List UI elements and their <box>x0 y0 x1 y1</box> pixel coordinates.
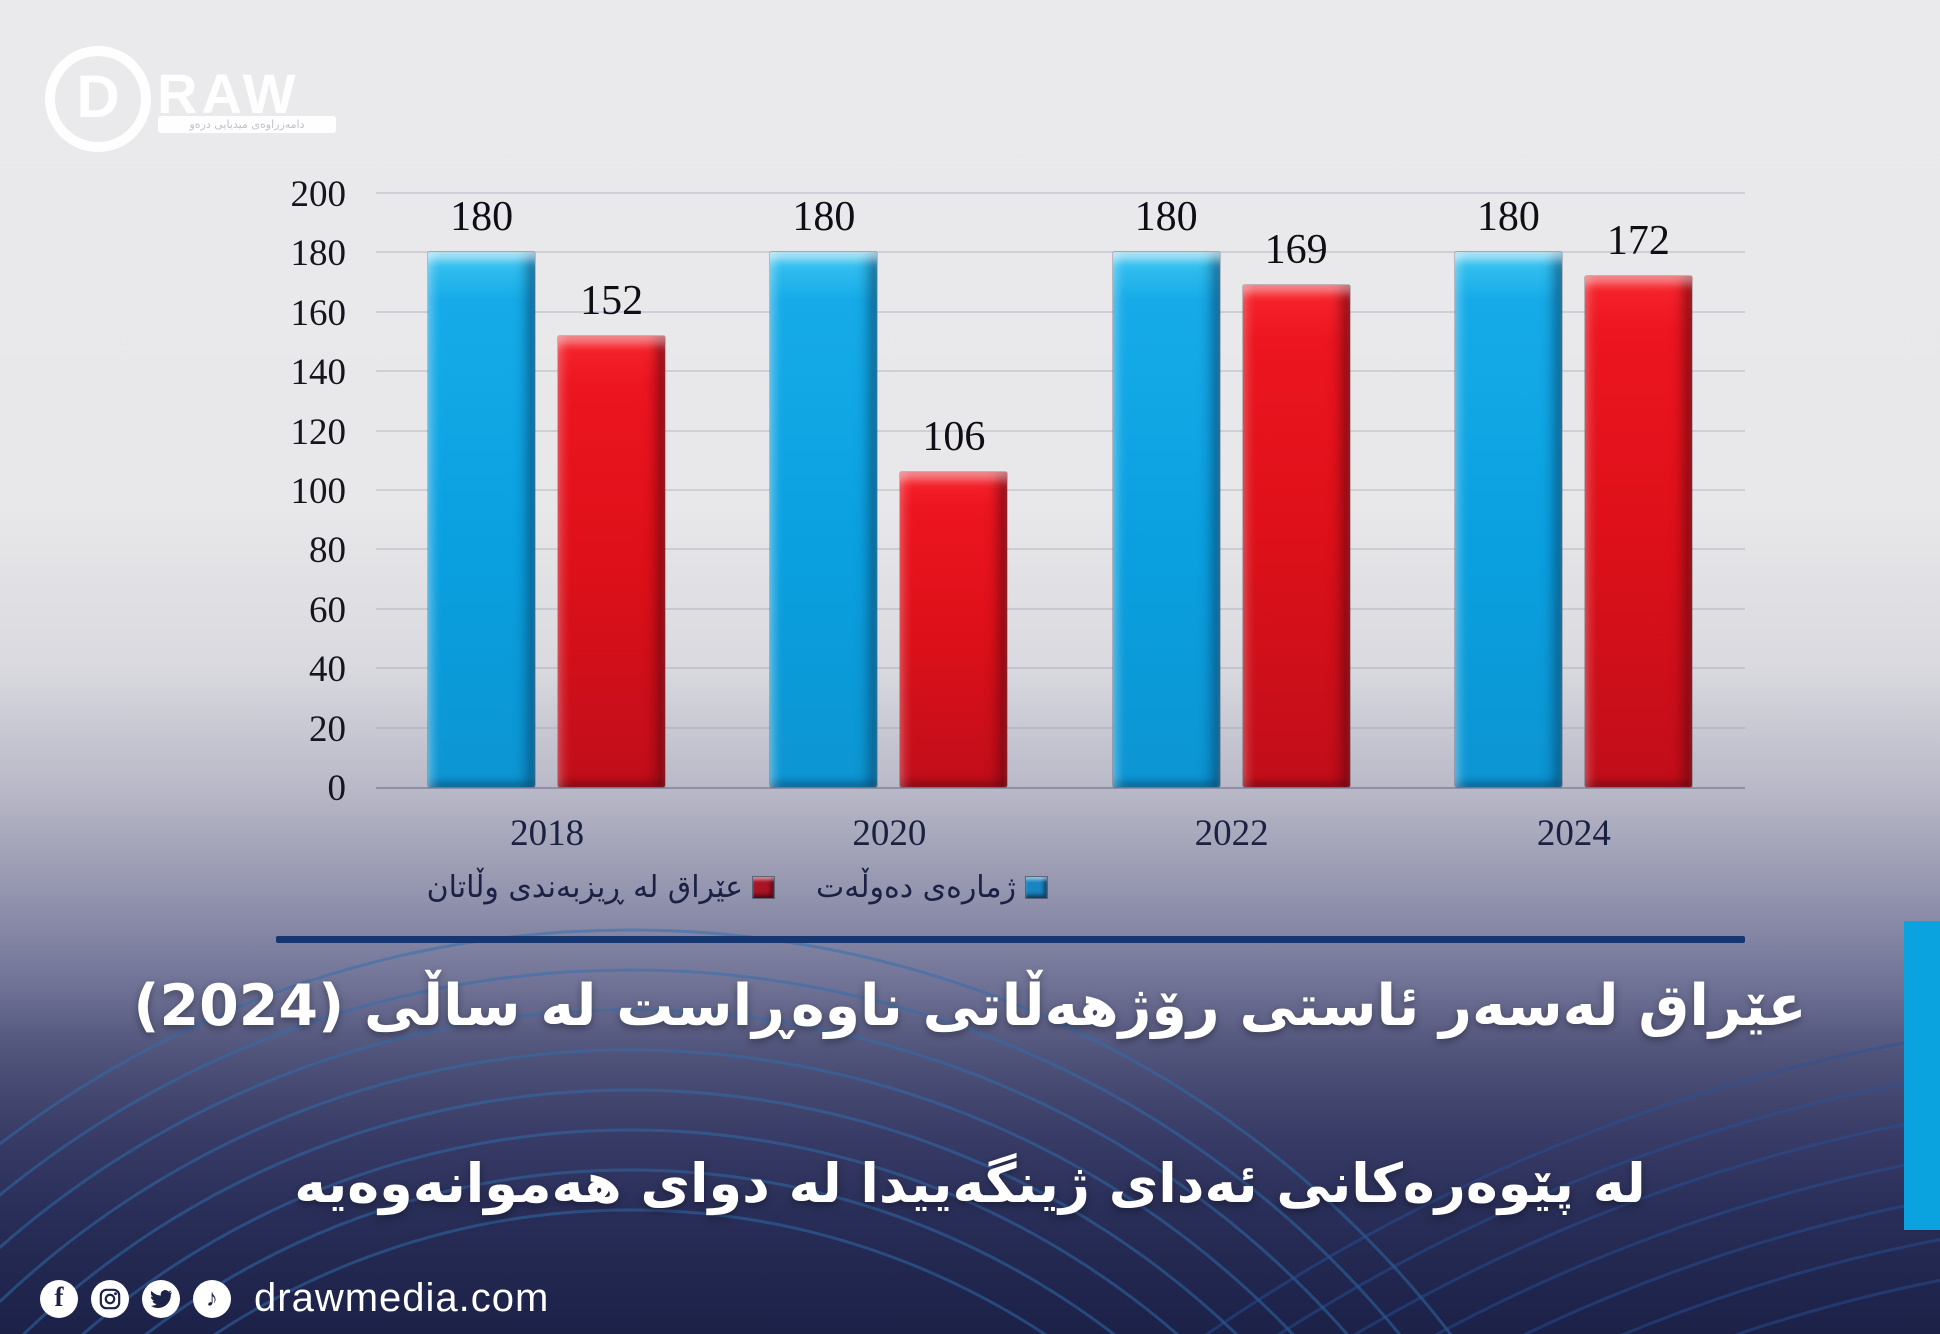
legend-swatch-icon <box>1026 877 1047 898</box>
x-axis-category-label: 2022 <box>1194 813 1269 854</box>
gridline <box>376 310 1745 313</box>
y-axis-tick-label: 180 <box>290 233 347 275</box>
gridline <box>376 667 1745 670</box>
y-axis-tick-label: 20 <box>309 708 346 750</box>
bar-value-label: 169 <box>1264 227 1328 274</box>
headline-line2: لە پێوەرەکانی ئەدای ژینگەییدا لە دوای هە… <box>294 1152 1646 1215</box>
bar-value-label: 180 <box>792 194 856 241</box>
red-bar-2020 <box>900 472 1008 787</box>
gridline <box>376 370 1745 373</box>
blue-bar-2022 <box>1112 252 1220 787</box>
red-bar-2024 <box>1584 276 1692 787</box>
tiktok-icon[interactable]: ♪ <box>193 1279 231 1318</box>
logo-tagline: دامەزراوەی میدیایی درەو <box>158 116 336 133</box>
logo-letter-d: D <box>76 63 120 130</box>
red-bar-2022 <box>1242 285 1350 787</box>
website-url[interactable]: drawmedia.com <box>254 1276 550 1320</box>
headline-line1: عێراق لەسەر ئاستی رۆژهەڵاتی ناوەڕاست لە … <box>133 973 1807 1039</box>
twitter-icon[interactable] <box>142 1279 180 1318</box>
draw-media-logo: D RAW دامەزراوەی میدیایی درەو <box>45 38 345 163</box>
gridline <box>376 607 1745 610</box>
instagram-icon[interactable] <box>91 1279 129 1318</box>
gridline <box>376 429 1745 432</box>
logo-circle-icon: D <box>45 46 151 152</box>
x-axis-category-label: 2024 <box>1536 813 1611 854</box>
x-axis-category-label: 2020 <box>852 813 927 854</box>
divider-line <box>276 936 1745 943</box>
legend-label: عێراق لە ڕیزبەندی وڵاتان <box>426 870 744 905</box>
gridline <box>376 726 1745 729</box>
y-axis-tick-label: 100 <box>290 471 347 512</box>
y-axis-tick-label: 0 <box>327 768 347 809</box>
legend-item-red: عێراق لە ڕیزبەندی وڵاتان <box>426 870 775 905</box>
gridline <box>376 548 1745 551</box>
legend-item-blue: ژمارەی دەوڵەت <box>816 870 1047 905</box>
blue-bar-2018 <box>428 252 536 787</box>
y-axis-tick-label: 60 <box>309 589 346 631</box>
y-axis-tick-label: 140 <box>290 352 347 394</box>
footer-bar: f ♪ drawmedia.com <box>40 1276 549 1321</box>
y-axis-tick-label: 160 <box>290 292 347 334</box>
bar-value-label: 180 <box>450 194 514 241</box>
x-axis-line <box>376 787 1745 789</box>
facebook-icon[interactable]: f <box>40 1279 78 1318</box>
blue-bar-2020 <box>770 252 878 787</box>
bar-value-label: 172 <box>1606 218 1670 265</box>
gridline <box>376 192 1745 194</box>
gridline <box>376 489 1745 491</box>
legend-label: ژمارەی دەوڵەت <box>816 870 1016 905</box>
y-axis-tick-label: 120 <box>290 411 347 453</box>
gridline <box>376 251 1745 254</box>
bar-value-label: 152 <box>580 277 644 324</box>
legend-swatch-icon <box>753 877 775 898</box>
red-bar-2018 <box>558 335 666 787</box>
y-axis-tick-label: 40 <box>309 649 346 691</box>
y-axis-tick-label: 200 <box>290 174 347 215</box>
bar-value-label: 180 <box>1134 194 1198 241</box>
x-axis-category-label: 2018 <box>510 813 585 854</box>
blue-bar-2024 <box>1454 252 1562 787</box>
bar-value-label: 106 <box>922 414 986 461</box>
y-axis-tick-label: 80 <box>309 530 346 572</box>
bar-chart: 0 20 40 60 80 100 120 140 160 180 200 180 152 2018 180… <box>290 174 1745 854</box>
chart-legend: ژمارەی دەوڵەت عێراق لە ڕیزبەندی وڵاتان <box>427 870 1047 905</box>
accent-strip <box>1904 921 1940 1230</box>
bar-value-label: 180 <box>1476 194 1540 241</box>
logo-wordmark: RAW <box>157 62 300 125</box>
